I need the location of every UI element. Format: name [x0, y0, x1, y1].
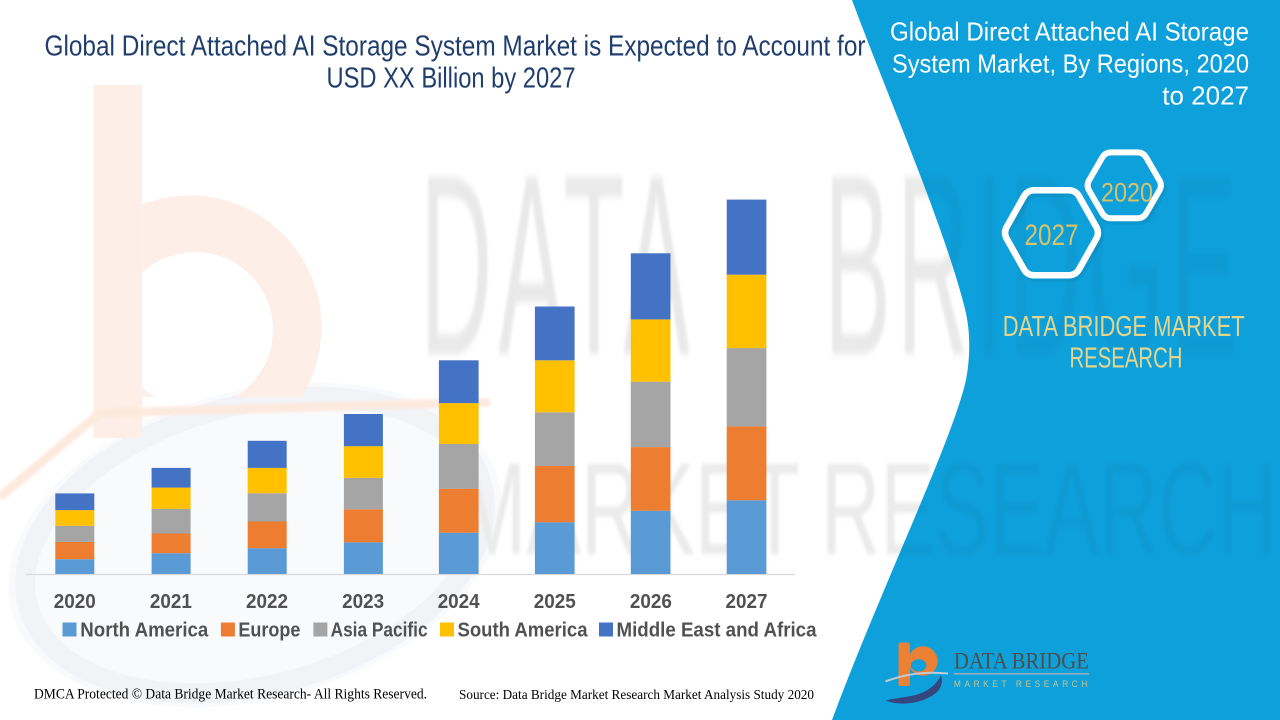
svg-text:2024: 2024 [438, 591, 481, 613]
svg-text:DATA BRIDGE MARKET: DATA BRIDGE MARKET [1003, 311, 1245, 343]
svg-text:RESEARCH: RESEARCH [1070, 343, 1183, 375]
svg-text:2027: 2027 [726, 591, 768, 613]
svg-text:2022: 2022 [246, 591, 288, 613]
svg-text:Asia Pacific: Asia Pacific [331, 620, 428, 642]
svg-text:USD XX Billion by 2027: USD XX Billion by 2027 [327, 63, 576, 95]
svg-text:DMCA Protected © Data Bridge M: DMCA Protected © Data Bridge Market Rese… [34, 687, 427, 703]
svg-text:DATA BRIDGE: DATA BRIDGE [954, 649, 1089, 675]
svg-text:DATA BRIDGE: DATA BRIDGE [420, 122, 1243, 409]
svg-text:System Market, By Regions, 202: System Market, By Regions, 2020 [892, 49, 1249, 79]
svg-text:North America: North America [80, 620, 209, 642]
svg-text:Global Direct Attached AI Stor: Global Direct Attached AI Storage [890, 17, 1249, 47]
svg-text:2020: 2020 [1101, 178, 1153, 208]
svg-text:Source: Data Bridge Market Res: Source: Data Bridge Market Research Mark… [459, 688, 814, 703]
svg-text:2027: 2027 [1025, 219, 1079, 252]
svg-text:Global Direct Attached AI Stor: Global Direct Attached AI Storage System… [45, 31, 866, 63]
svg-text:2025: 2025 [534, 591, 576, 613]
svg-text:South America: South America [458, 620, 589, 642]
svg-text:2020: 2020 [54, 591, 96, 613]
svg-text:to 2027: to 2027 [1162, 81, 1249, 111]
svg-text:2026: 2026 [630, 591, 672, 613]
svg-text:2023: 2023 [342, 591, 384, 613]
svg-text:MARKET RESEARCH: MARKET RESEARCH [954, 679, 1091, 690]
svg-text:Europe: Europe [238, 620, 300, 642]
svg-text:Middle East and Africa: Middle East and Africa [617, 620, 818, 642]
svg-text:2021: 2021 [150, 591, 192, 613]
